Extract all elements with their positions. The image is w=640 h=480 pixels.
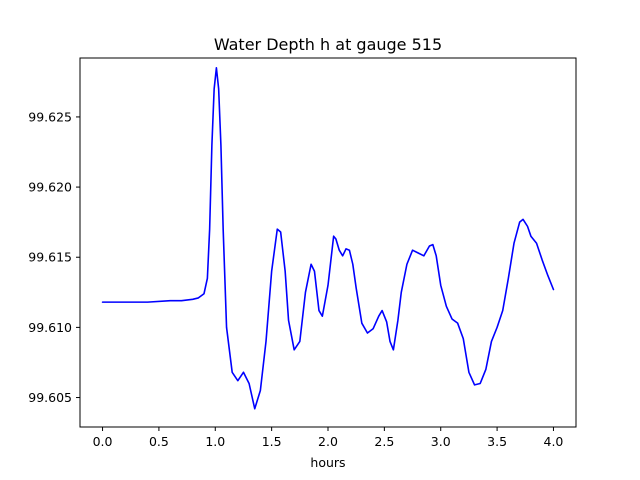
x-axis-label: hours <box>310 455 345 470</box>
y-tick-label: 99.610 <box>28 320 72 335</box>
y-tick-label: 99.605 <box>28 390 72 405</box>
y-tick-label: 99.615 <box>28 250 72 265</box>
x-tick-label: 2.0 <box>318 434 338 449</box>
chart-title: Water Depth h at gauge 515 <box>214 35 442 54</box>
x-tick-label: 4.0 <box>544 434 564 449</box>
y-tick-label: 99.620 <box>28 180 72 195</box>
y-axis-ticks: 99.605 99.610 99.615 99.620 99.625 <box>28 109 80 405</box>
x-tick-label: 3.5 <box>487 434 507 449</box>
x-tick-label: 0.5 <box>149 434 169 449</box>
x-tick-label: 2.5 <box>374 434 394 449</box>
x-tick-label: 1.0 <box>205 434 225 449</box>
x-axis-ticks: 0.0 0.5 1.0 1.5 2.0 2.5 3.0 3.5 4.0 <box>93 427 564 449</box>
y-tick-label: 99.625 <box>28 109 72 124</box>
x-tick-label: 3.0 <box>431 434 451 449</box>
series-line-0 <box>101 67 555 410</box>
series-layer <box>101 67 555 410</box>
x-tick-label: 0.0 <box>93 434 113 449</box>
plot-background <box>80 58 576 427</box>
x-tick-label: 1.5 <box>262 434 282 449</box>
